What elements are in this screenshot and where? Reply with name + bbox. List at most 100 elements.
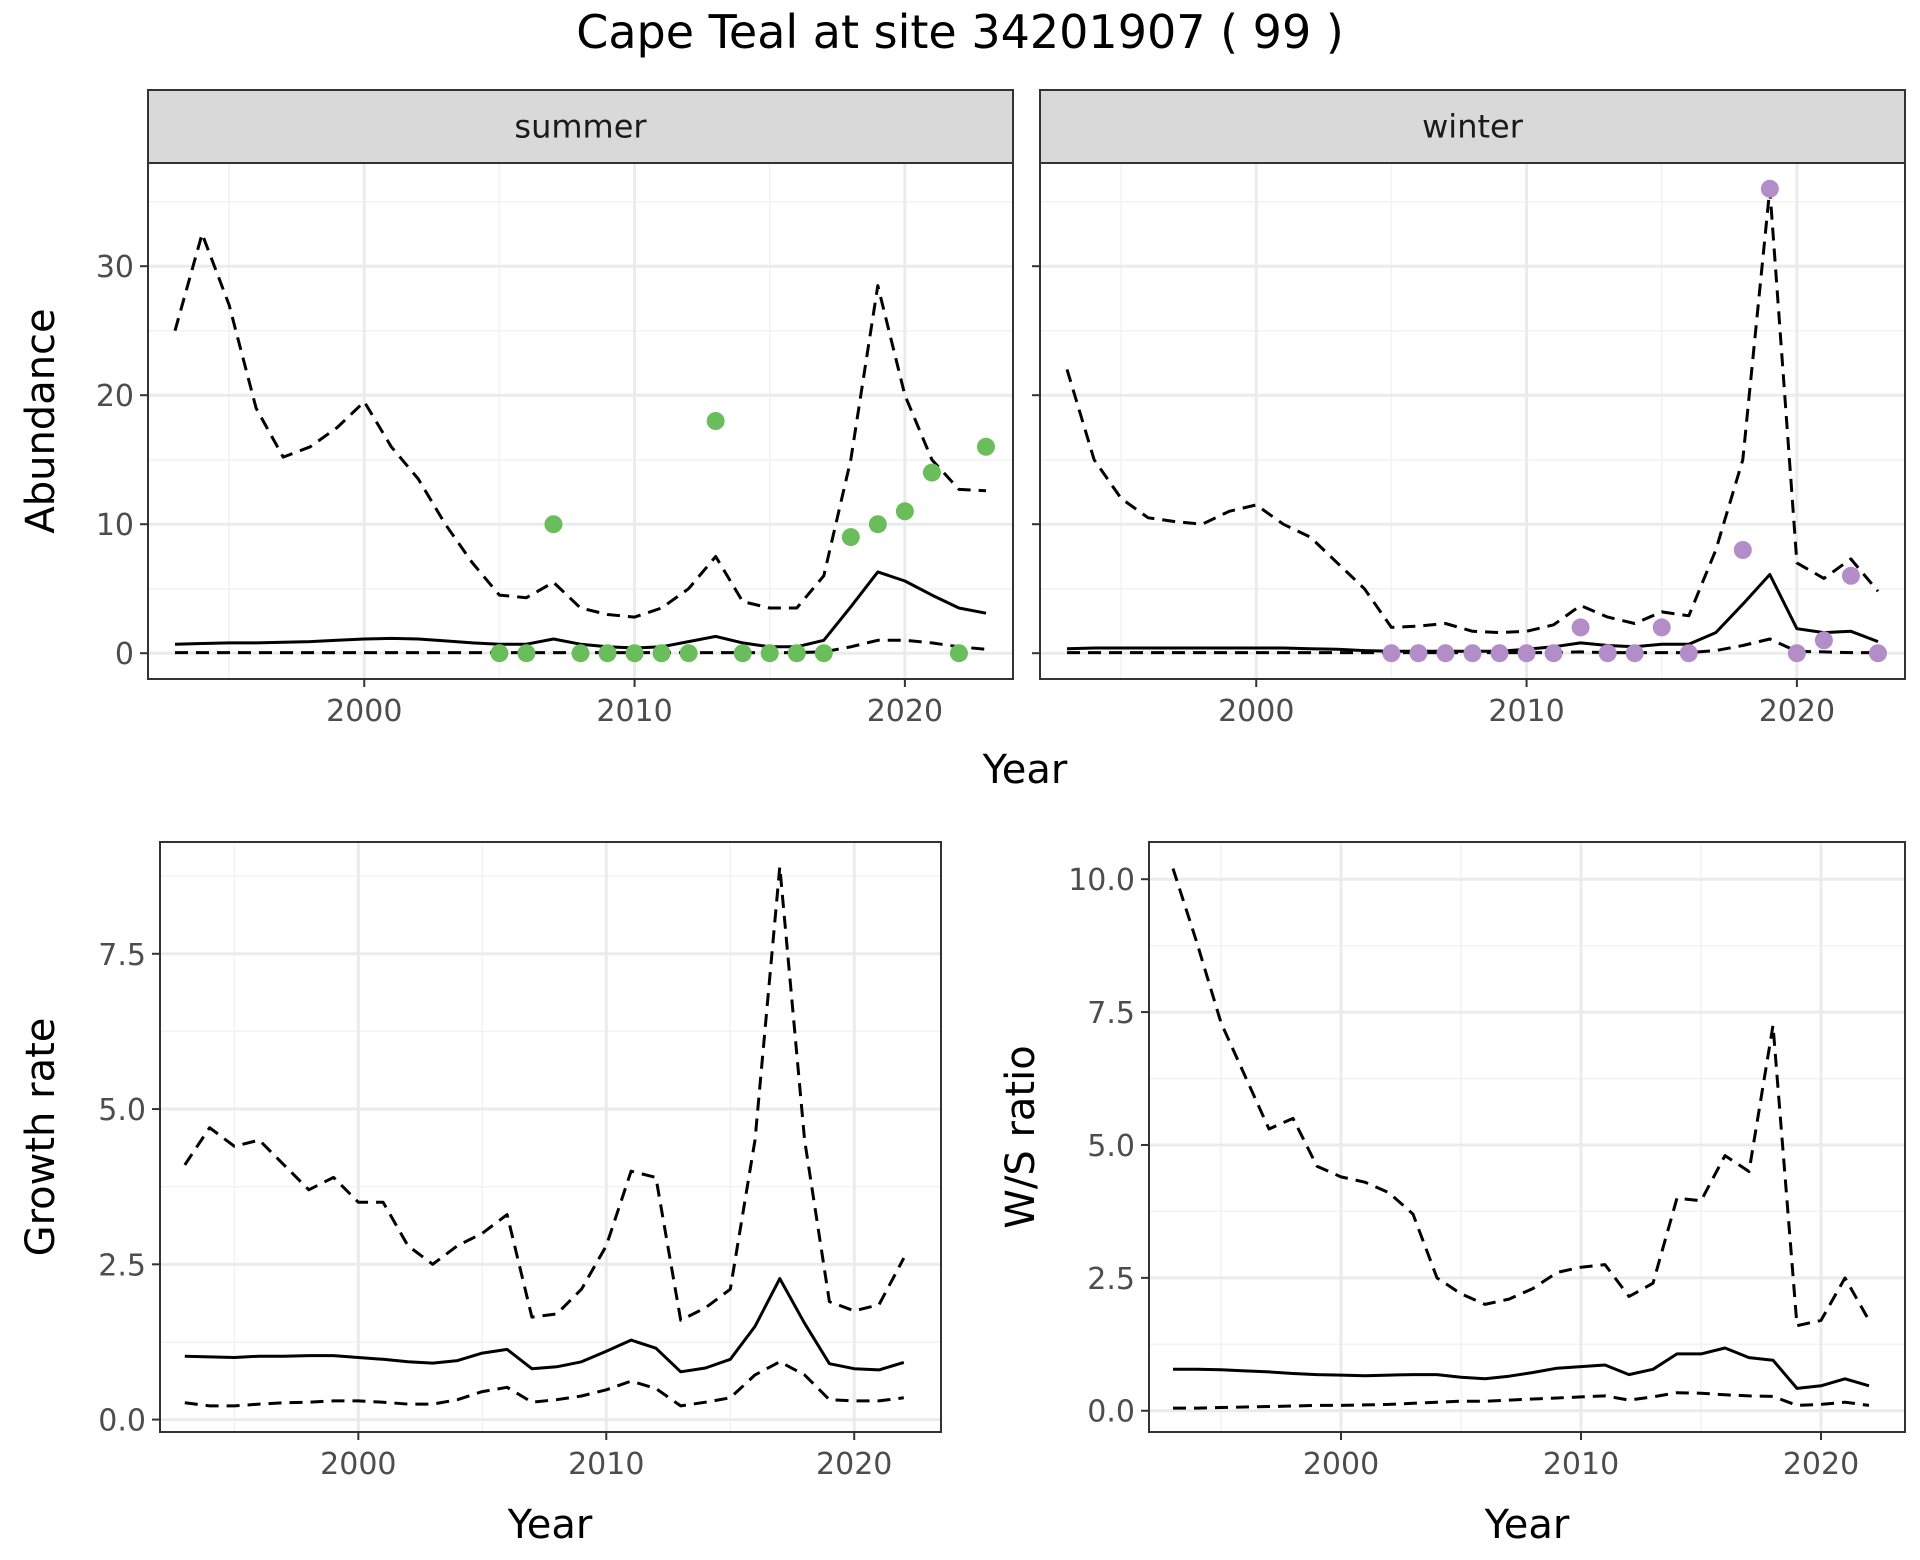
y-tick-label: 30 [96, 250, 134, 285]
panel-border-summer [147, 162, 1014, 680]
data-point [1571, 618, 1590, 637]
series-line-lower-growth [184, 1360, 904, 1408]
panel-growth: 2000 2010 2020 0.0 2.5 5.0 7.5 Year Growth rate [18, 841, 942, 1548]
x-tick-label: 2020 [867, 694, 943, 729]
series-line-lower-ratio [1173, 1391, 1870, 1410]
data-point [1814, 631, 1833, 650]
y-tick-label: 5.0 [98, 1093, 146, 1128]
x-tick-label: 2020 [816, 1447, 892, 1482]
data-point [517, 644, 536, 663]
strip-summer [147, 89, 1014, 164]
y-axis-title-summer: Abundance [18, 308, 64, 533]
data-point [598, 644, 617, 663]
data-point [895, 502, 914, 521]
strip-label-winter: winter [1422, 108, 1524, 146]
gridlines-ratio [1149, 842, 1905, 1432]
figure-title: Cape Teal at site 34201907 ( 99 ) [576, 5, 1344, 59]
plot-area-winter [1040, 163, 1905, 679]
data-point [652, 644, 671, 663]
data-point [1868, 644, 1887, 663]
panel-border-winter [1039, 162, 1906, 680]
x-tick-label: 2020 [1783, 1447, 1859, 1482]
x-tick-label: 2020 [1759, 694, 1835, 729]
plots-layer: summer 2000 2010 2020 0 10 20 30 Abundance winter… [18, 89, 1906, 1548]
data-point [814, 644, 833, 663]
data-point [679, 644, 698, 663]
points-winter [1382, 179, 1887, 663]
panel-summer: summer 2000 2010 2020 0 10 20 30 Abundance [18, 89, 1014, 729]
x-tick-label: 2010 [1488, 694, 1564, 729]
data-point [1490, 644, 1509, 663]
data-point [1841, 566, 1860, 585]
data-point [868, 515, 887, 534]
y-tick-label: 20 [96, 379, 134, 414]
data-point [1409, 644, 1428, 663]
series-line-upper-winter [1065, 187, 1880, 635]
y-tick-label: 0.0 [1087, 1395, 1135, 1430]
data-point [733, 644, 752, 663]
points-summer [490, 412, 995, 663]
data-point [1382, 644, 1401, 663]
data-point [571, 644, 590, 663]
data-point [544, 515, 563, 534]
shared-x-axis-title: Year [982, 747, 1068, 793]
gridlines-growth [160, 842, 941, 1432]
y-tick-label: 7.5 [1087, 996, 1135, 1031]
x-tick-label: 2000 [320, 1447, 396, 1482]
data-point [1625, 644, 1644, 663]
series-line-mean-ratio [1173, 1346, 1870, 1390]
data-point [1463, 644, 1482, 663]
data-point [949, 644, 968, 663]
y-tick-label: 5.0 [1087, 1129, 1135, 1164]
x-tick-label: 2010 [596, 694, 672, 729]
data-point [706, 412, 725, 430]
y-tick-label: 10 [96, 508, 134, 543]
x-tick-label: 2000 [1218, 694, 1294, 729]
y-tick-label: 0 [115, 637, 134, 672]
y-tick-label: 0.0 [98, 1404, 146, 1439]
strip-label-summer: summer [514, 108, 647, 146]
data-point [625, 644, 644, 663]
data-point [976, 437, 995, 456]
data-point [1760, 179, 1779, 198]
plot-area-growth [160, 842, 941, 1432]
data-point [841, 528, 860, 547]
data-point [922, 463, 941, 482]
data-point [1679, 644, 1698, 663]
data-point [787, 644, 806, 663]
series-line-upper-growth [183, 865, 906, 1322]
data-point [1787, 644, 1806, 663]
series-line-upper-summer [173, 232, 987, 619]
data-point [1598, 644, 1617, 663]
y-axis-title-growth: Growth rate [18, 1018, 64, 1257]
series-line-mean-growth [184, 1277, 905, 1374]
data-point [1652, 618, 1671, 637]
strip-winter [1039, 89, 1906, 164]
y-tick-label: 10.0 [1068, 863, 1135, 898]
gridlines-summer [148, 163, 1013, 679]
plot-area-ratio [1149, 842, 1905, 1432]
data-point [1544, 644, 1563, 663]
panel-border-growth [159, 841, 942, 1433]
y-tick-label: 2.5 [98, 1248, 146, 1283]
x-axis-title-growth: Year [507, 1502, 593, 1548]
data-point [1436, 644, 1455, 663]
data-point [1733, 541, 1752, 559]
y-tick-label: 7.5 [98, 938, 146, 973]
y-axis-title-ratio: W/S ratio [998, 1045, 1044, 1228]
x-tick-label: 2010 [568, 1447, 644, 1482]
series-line-upper-ratio [1171, 868, 1871, 1328]
plot-area-summer [148, 163, 1013, 679]
panel-border-ratio [1148, 841, 1906, 1433]
data-point [1517, 644, 1536, 663]
y-tick-label: 2.5 [1087, 1262, 1135, 1297]
panel-ratio: 2000 2010 2020 0.0 2.5 5.0 7.5 10.0 Year W/S rati… [998, 841, 1906, 1548]
x-tick-label: 2000 [326, 694, 402, 729]
x-tick-label: 2000 [1303, 1447, 1379, 1482]
data-point [760, 644, 779, 663]
x-tick-label: 2010 [1543, 1447, 1619, 1482]
panel-winter: winter 2000 2010 2020 [1032, 89, 1906, 729]
data-point [490, 644, 509, 663]
x-axis-title-ratio: Year [1484, 1502, 1570, 1548]
